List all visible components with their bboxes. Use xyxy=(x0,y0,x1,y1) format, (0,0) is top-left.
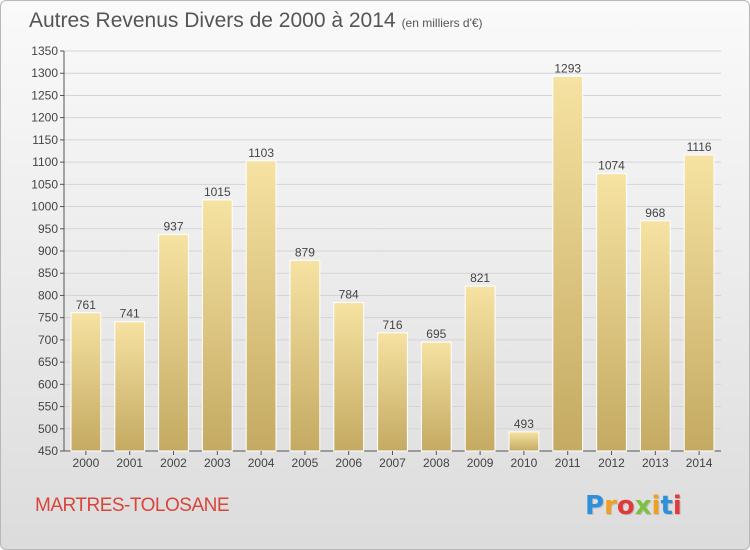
data-label: 1103 xyxy=(248,146,274,160)
y-tick-label: 1200 xyxy=(31,111,58,125)
brand-letter: t xyxy=(660,491,673,521)
y-tick-label: 600 xyxy=(38,377,58,391)
y-tick-label: 800 xyxy=(38,288,58,302)
y-tick-label: 1300 xyxy=(31,66,58,80)
bar-2000 xyxy=(70,312,102,452)
y-tick-label: 700 xyxy=(38,333,58,347)
y-tick-label: 450 xyxy=(38,444,58,458)
x-tick-label: 2003 xyxy=(204,456,231,470)
x-tick-label: 2013 xyxy=(642,456,669,470)
brand-letter: P xyxy=(585,491,605,521)
data-label: 968 xyxy=(645,206,665,220)
bar-2005 xyxy=(289,259,321,452)
y-tick-label: 850 xyxy=(38,266,58,280)
data-label: 784 xyxy=(339,288,359,302)
bar-2003 xyxy=(201,199,233,452)
x-tick-label: 2000 xyxy=(73,456,100,470)
x-tick-label: 2004 xyxy=(248,456,275,470)
brand-letter: x xyxy=(634,491,652,521)
brand-logo: Proxiti xyxy=(585,491,682,521)
data-label: 695 xyxy=(426,327,446,341)
x-tick-label: 2006 xyxy=(335,456,362,470)
y-tick-label: 1100 xyxy=(32,155,58,169)
bar-2008 xyxy=(420,341,452,452)
y-tick-label: 1350 xyxy=(31,44,58,58)
y-tick-label: 1000 xyxy=(31,200,58,214)
data-label: 741 xyxy=(120,307,140,321)
data-label: 1015 xyxy=(204,185,231,199)
y-tick-label: 1050 xyxy=(31,177,58,191)
chart-subtitle: (en milliers d'€) xyxy=(401,16,483,30)
data-label: 1116 xyxy=(687,140,712,154)
x-tick-label: 2001 xyxy=(116,456,143,470)
x-tick-label: 2002 xyxy=(160,456,187,470)
bar-2007 xyxy=(377,332,408,452)
bar-2013 xyxy=(639,220,671,452)
commune-name: MARTRES-TOLOSANE xyxy=(35,495,230,516)
x-tick-label: 2014 xyxy=(686,456,713,470)
brand-letter: i xyxy=(672,491,682,521)
y-tick-label: 550 xyxy=(38,400,58,414)
data-label: 493 xyxy=(514,417,534,431)
y-tick-label: 1250 xyxy=(31,88,58,102)
y-tick-label: 950 xyxy=(38,222,58,236)
bar-2014 xyxy=(683,154,715,452)
bar-2004 xyxy=(245,160,277,452)
y-tick-label: 750 xyxy=(38,311,58,325)
y-tick-label: 1150 xyxy=(32,133,58,147)
x-tick-label: 2011 xyxy=(555,456,581,470)
x-tick-label: 2005 xyxy=(292,456,319,470)
x-tick-label: 2007 xyxy=(379,456,406,470)
brand-letter: o xyxy=(616,491,635,521)
bar-2002 xyxy=(158,234,189,452)
data-label: 821 xyxy=(470,271,490,285)
x-tick-label: 2012 xyxy=(598,456,625,470)
bar-2011 xyxy=(552,75,584,452)
chart-title-row: Autres Revenus Divers de 2000 à 2014 (en … xyxy=(29,9,483,33)
data-label: 761 xyxy=(76,298,96,312)
y-tick-label: 500 xyxy=(38,422,58,436)
data-label: 937 xyxy=(163,220,183,234)
bar-2006 xyxy=(333,302,365,452)
bar-2009 xyxy=(464,285,496,452)
data-label: 716 xyxy=(382,318,402,332)
brand-letter: i xyxy=(651,491,661,521)
data-label: 879 xyxy=(295,245,315,259)
data-label: 1293 xyxy=(554,61,581,75)
x-tick-label: 2008 xyxy=(423,456,450,470)
x-tick-label: 2009 xyxy=(467,456,494,470)
y-tick-label: 900 xyxy=(38,244,58,258)
data-label: 1074 xyxy=(598,159,625,173)
brand-letter: r xyxy=(604,491,617,521)
bar-2010 xyxy=(508,431,540,452)
chart-title: Autres Revenus Divers de 2000 à 2014 xyxy=(29,9,396,32)
x-tick-label: 2010 xyxy=(511,456,538,470)
y-tick-label: 650 xyxy=(38,355,58,369)
bar-2012 xyxy=(596,173,627,452)
bar-2001 xyxy=(114,321,146,452)
